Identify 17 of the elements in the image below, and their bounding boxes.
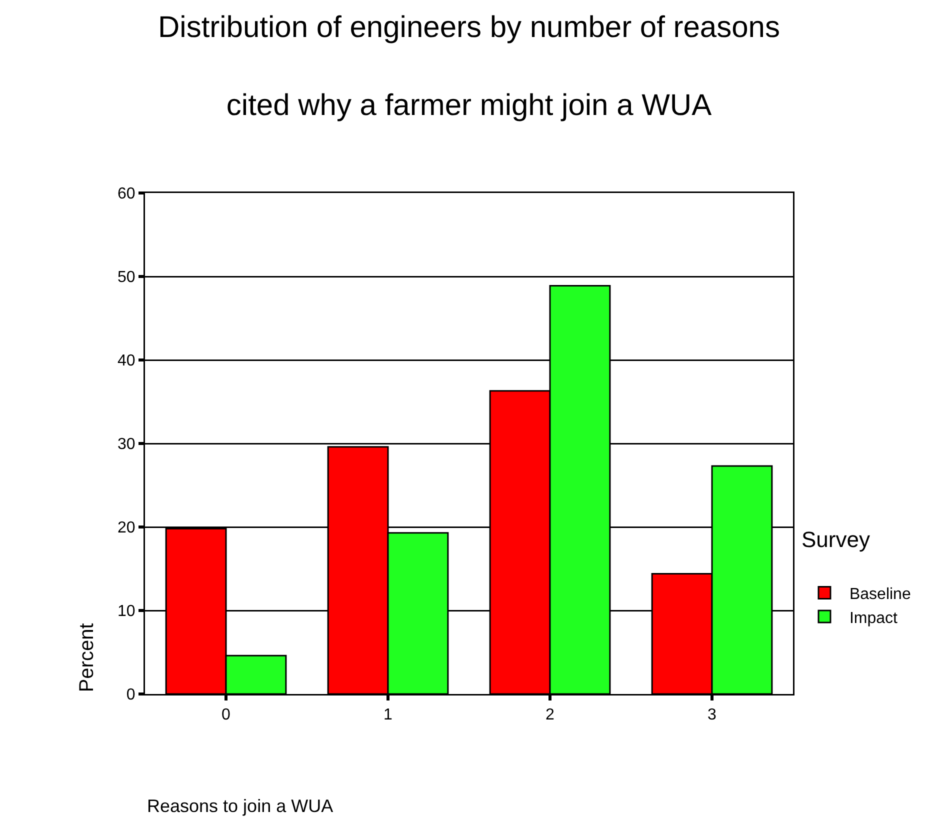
y-tick-label: 0 bbox=[126, 686, 136, 704]
y-tick-label: 40 bbox=[118, 352, 136, 370]
legend-label: Impact bbox=[849, 610, 898, 627]
y-tick-label: 20 bbox=[118, 520, 136, 537]
y-tick-label: 60 bbox=[118, 186, 136, 203]
x-tick-label: 1 bbox=[384, 706, 393, 724]
legend-title: Survey bbox=[801, 527, 870, 552]
legend-label: Baseline bbox=[849, 586, 911, 603]
chart-title: Distribution of engineers by number of reasons cited why a farmer might join a WUA bbox=[158, 11, 780, 122]
x-tick-label: 3 bbox=[708, 706, 717, 724]
x-tick-label: 2 bbox=[546, 706, 555, 724]
y-axis-title: Percent bbox=[76, 622, 98, 692]
y-tick-label: 10 bbox=[118, 603, 136, 620]
x-tick-label: 0 bbox=[222, 706, 231, 724]
x-axis-title: Reasons to join a WUA bbox=[147, 796, 334, 816]
y-tick-label: 30 bbox=[118, 436, 136, 454]
y-tick-label: 50 bbox=[118, 269, 136, 286]
